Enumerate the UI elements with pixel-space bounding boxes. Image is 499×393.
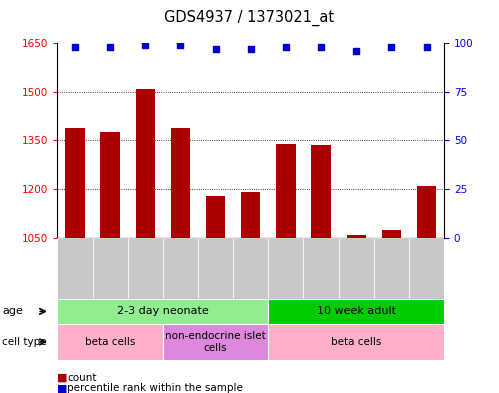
Point bbox=[106, 44, 114, 50]
Text: beta cells: beta cells bbox=[331, 337, 381, 347]
Bar bbox=[57, 299, 268, 324]
Bar bbox=[136, 88, 155, 393]
Bar bbox=[163, 324, 268, 360]
Text: 10 week adult: 10 week adult bbox=[317, 307, 396, 316]
Bar bbox=[268, 324, 444, 360]
Point bbox=[71, 44, 79, 50]
Bar bbox=[233, 238, 268, 307]
Bar bbox=[163, 238, 198, 307]
Point bbox=[387, 44, 395, 50]
Bar bbox=[65, 127, 85, 393]
Bar bbox=[268, 238, 303, 307]
Bar bbox=[382, 230, 401, 393]
Text: cell type: cell type bbox=[2, 337, 47, 347]
Bar bbox=[57, 238, 92, 307]
Text: beta cells: beta cells bbox=[85, 337, 135, 347]
Point bbox=[212, 46, 220, 52]
Text: 2-3 day neonate: 2-3 day neonate bbox=[117, 307, 209, 316]
Bar bbox=[346, 235, 366, 393]
Bar bbox=[409, 238, 444, 307]
Bar bbox=[92, 238, 128, 307]
Bar bbox=[374, 238, 409, 307]
Point bbox=[423, 44, 431, 50]
Bar bbox=[417, 186, 436, 393]
Point bbox=[317, 44, 325, 50]
Text: ■: ■ bbox=[57, 383, 68, 393]
Point bbox=[352, 48, 360, 54]
Bar bbox=[241, 192, 260, 393]
Bar bbox=[171, 127, 190, 393]
Point bbox=[282, 44, 290, 50]
Bar bbox=[57, 324, 163, 360]
Bar bbox=[100, 132, 120, 393]
Bar bbox=[276, 144, 295, 393]
Text: non-endocrine islet
cells: non-endocrine islet cells bbox=[165, 331, 266, 353]
Text: count: count bbox=[67, 373, 97, 383]
Bar bbox=[311, 145, 331, 393]
Text: GDS4937 / 1373021_at: GDS4937 / 1373021_at bbox=[165, 10, 334, 26]
Text: percentile rank within the sample: percentile rank within the sample bbox=[67, 383, 243, 393]
Point bbox=[177, 42, 185, 48]
Bar bbox=[198, 238, 233, 307]
Bar bbox=[339, 238, 374, 307]
Point bbox=[247, 46, 255, 52]
Point bbox=[141, 42, 149, 48]
Bar bbox=[206, 196, 225, 393]
Text: age: age bbox=[2, 307, 23, 316]
Bar bbox=[303, 238, 339, 307]
Bar bbox=[268, 299, 444, 324]
Text: ■: ■ bbox=[57, 373, 68, 383]
Bar bbox=[128, 238, 163, 307]
